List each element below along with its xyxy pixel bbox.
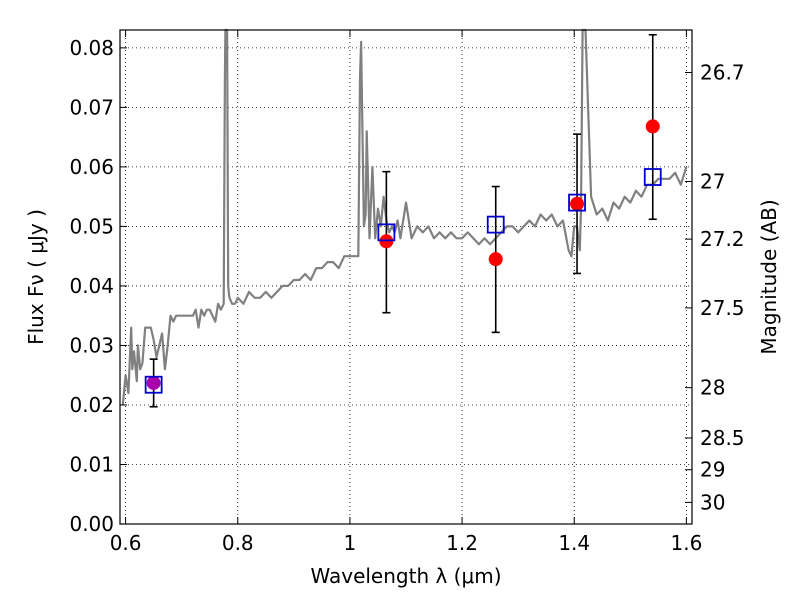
y-tick-label: 0.01 (69, 452, 114, 476)
observed-point (570, 196, 585, 211)
y-tick-label: 0.02 (69, 393, 114, 417)
y-tick-label: 0.07 (69, 95, 114, 119)
model-spectrum-line (121, 28, 688, 406)
magnitude-tick-label: 27 (700, 170, 725, 194)
observed-point (488, 252, 503, 267)
grid (120, 30, 692, 524)
magnitude-tick-label: 27.2 (700, 227, 745, 251)
observed-point (645, 119, 660, 134)
model-spectrum-layer (121, 28, 688, 406)
x-tick-label: 0.8 (222, 531, 254, 555)
y-axis-label: Flux Fν ( μJy ) (24, 209, 48, 345)
right-axis-label: Magnitude (AB) (757, 199, 781, 354)
y-tick-label: 0.06 (69, 155, 114, 179)
magnitude-tick-label: 29 (700, 458, 725, 482)
model-photometry-square (144, 375, 163, 394)
x-tick-label: 1.4 (558, 531, 590, 555)
model-photometry-square (377, 223, 396, 242)
data-point-layer (144, 119, 662, 394)
observed-point (379, 234, 394, 249)
axis-ticks: 0.6 0.8 1 1.2 1.4 1.6 0.00 0.01 0.02 0.03 0.04 0.05… (69, 30, 745, 555)
y-tick-label: 0.03 (69, 333, 114, 357)
plot-frame (119, 29, 693, 525)
model-photometry-square (486, 215, 505, 234)
magnitude-tick-label: 26.7 (700, 61, 745, 85)
x-tick-label: 0.6 (110, 531, 142, 555)
model-photometry-square (568, 193, 586, 212)
y-tick-label: 0.04 (69, 274, 114, 298)
magnitude-tick-label: 28.5 (700, 426, 745, 450)
x-tick-label: 1.6 (670, 531, 702, 555)
x-axis-label: Wavelength λ (μm) (310, 564, 501, 588)
magnitude-tick-label: 28 (700, 376, 725, 400)
observed-point (146, 375, 161, 390)
y-tick-label: 0.00 (69, 512, 114, 536)
magnitude-tick-label: 30 (700, 490, 725, 514)
magnitude-tick-label: 27.5 (700, 296, 745, 320)
x-tick-label: 1 (344, 531, 357, 555)
x-tick-label: 1.2 (446, 531, 478, 555)
model-photometry-square (643, 168, 662, 186)
y-tick-label: 0.05 (69, 214, 114, 238)
y-tick-label: 0.08 (69, 36, 114, 60)
